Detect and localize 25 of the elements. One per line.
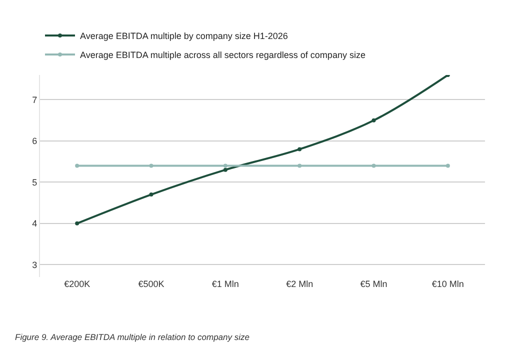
point <box>372 118 376 122</box>
point <box>298 164 302 168</box>
point <box>446 164 450 168</box>
x-tick-label: €500K <box>138 279 164 289</box>
point <box>223 164 228 168</box>
point <box>372 164 376 168</box>
y-tick-label: 5 <box>32 177 38 188</box>
point <box>298 147 302 152</box>
point <box>75 164 80 168</box>
caption: Figure 9. Average EBITDA multiple in relation to company size <box>15 332 250 342</box>
x-tick-label: €5 Mln <box>360 279 388 289</box>
point <box>149 192 154 197</box>
y-tick-label: 3 <box>32 260 38 270</box>
y-tick-label: 6 <box>32 136 38 146</box>
x-tick-label: €1 Mln <box>212 279 239 289</box>
legend-label: Average EBITDA multiple across all sectors regardless of company size <box>80 50 366 60</box>
y-tick-label: 4 <box>32 218 38 229</box>
x-tick-label: €200K <box>64 279 90 289</box>
legend-label: Average EBITDA multiple by company size H1-2026 <box>80 30 288 41</box>
point <box>75 221 80 226</box>
x-tick-label: €10 Mln <box>432 279 464 289</box>
x-tick-label: €2 Mln <box>286 279 314 289</box>
point <box>223 168 228 172</box>
y-tick-label: 7 <box>32 94 38 105</box>
point <box>149 164 154 168</box>
